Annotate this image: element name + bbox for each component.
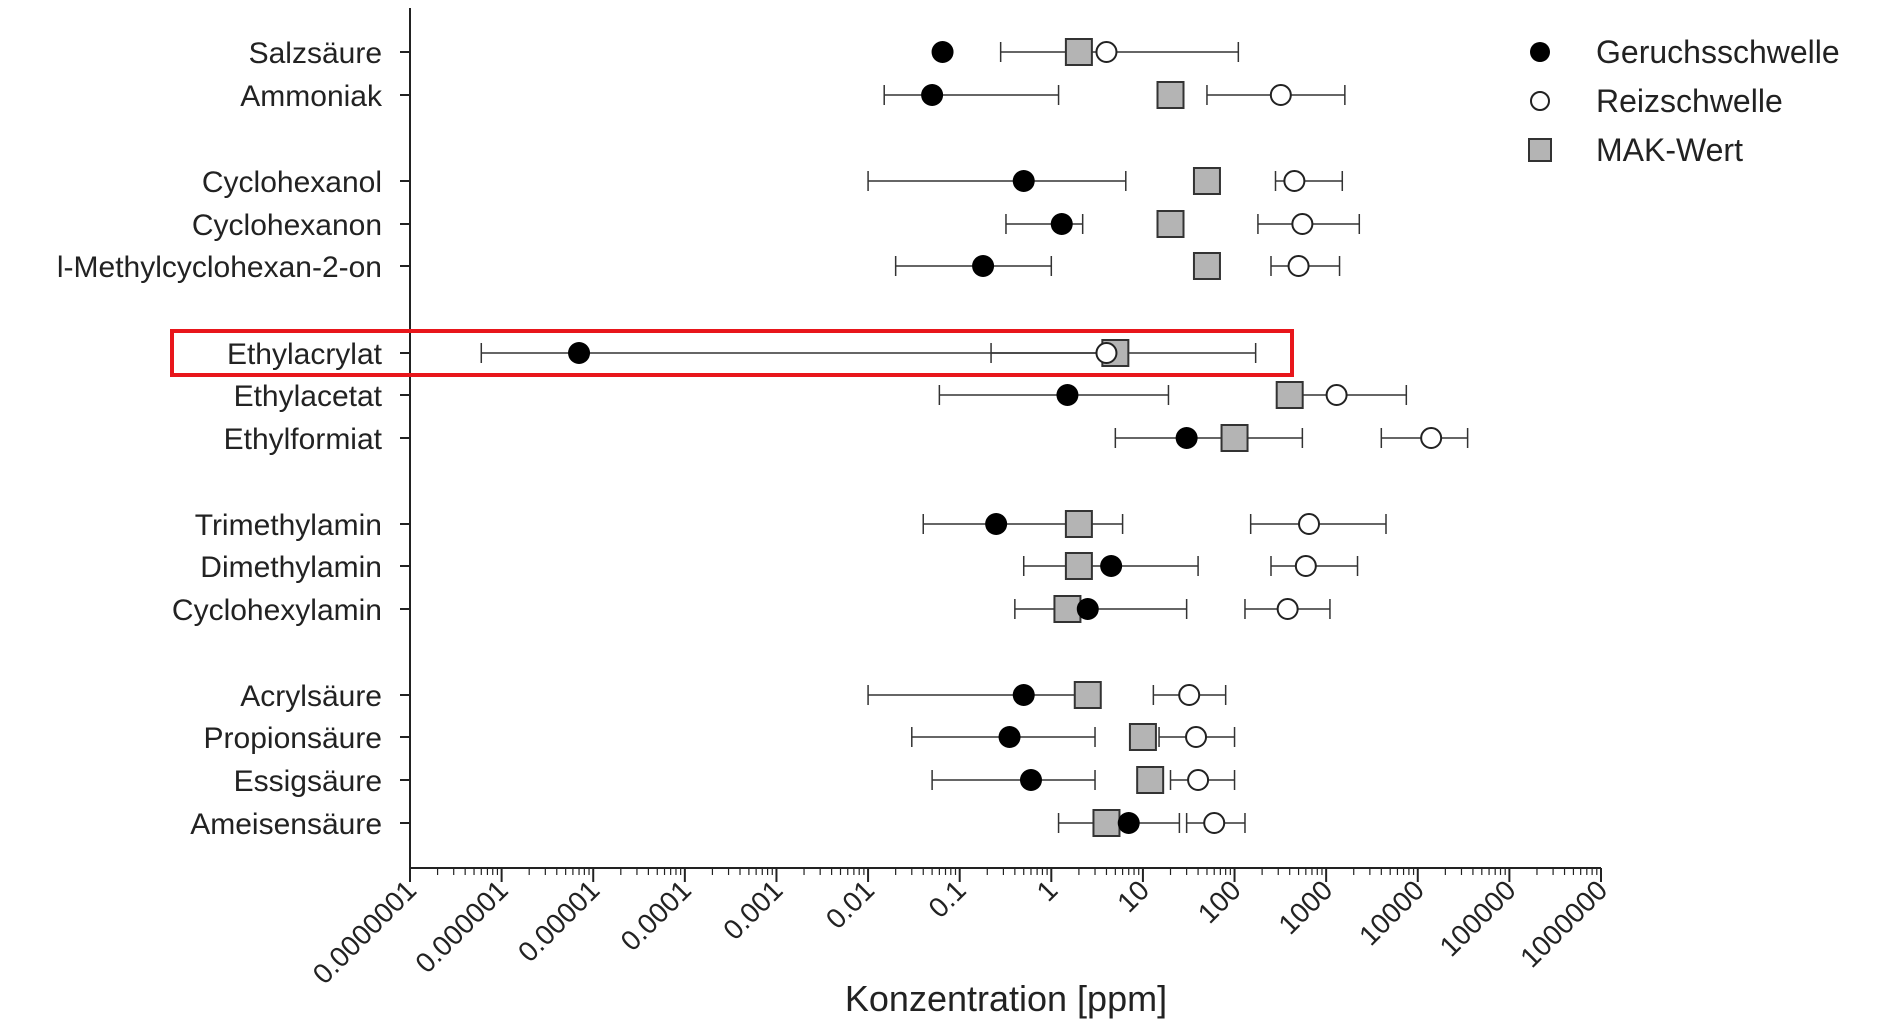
- category-label-cyclohexanol: Cyclohexanol: [202, 166, 382, 199]
- point-reiz-cyclohexylamin: [1276, 598, 1299, 620]
- category-label-trimethylamin: Trimethylamin: [195, 509, 382, 542]
- point-geruch-acrylsaeure: [1012, 684, 1035, 706]
- point-reiz-ameisensaeure: [1203, 812, 1226, 834]
- point-reiz-ethylformiat: [1420, 427, 1443, 449]
- point-reiz-cyclohexanon: [1291, 213, 1314, 235]
- legend-marker-geruchsschwelle: [1530, 42, 1550, 62]
- point-mak-cyclohexanol: [1192, 167, 1221, 195]
- point-geruch-ethylformiat: [1175, 427, 1198, 449]
- category-label-salzsaeure: Salzsäure: [249, 37, 382, 70]
- category-label-dimethylamin: Dimethylamin: [200, 551, 382, 584]
- point-geruch-trimethylamin: [985, 513, 1008, 535]
- point-reiz-ethylacetat: [1325, 384, 1348, 406]
- category-label-cyclohexanon: Cyclohexanon: [192, 209, 382, 242]
- point-geruch-salzsaeure: [931, 41, 954, 63]
- point-geruch-ethylacrylat: [568, 342, 591, 364]
- point-reiz-ethylacrylat: [1095, 342, 1118, 364]
- point-reiz-acrylsaeure: [1178, 684, 1201, 706]
- point-mak-ethylformiat: [1220, 424, 1249, 452]
- point-mak-ethylacetat: [1275, 381, 1304, 409]
- x-tick-label: 0.00001: [512, 874, 605, 967]
- legend-marker-mak-wert: [1528, 138, 1552, 162]
- category-label-essigsaeure: Essigsäure: [234, 765, 382, 798]
- point-geruch-ameisensaeure: [1117, 812, 1140, 834]
- errorbar-layer: [480, 42, 1469, 833]
- x-tick-label: 10000: [1353, 874, 1430, 951]
- point-mak-essigsaeure: [1136, 766, 1165, 794]
- point-reiz-trimethylamin: [1298, 513, 1321, 535]
- point-mak-trimethylamin: [1064, 510, 1093, 538]
- category-label-ameisensaeure: Ameisensäure: [190, 808, 382, 841]
- point-geruch-essigsaeure: [1019, 769, 1042, 791]
- legend-label-mak-wert: MAK-Wert: [1596, 132, 1743, 168]
- point-geruch-ethylacetat: [1056, 384, 1079, 406]
- category-label-cyclohexylamin: Cyclohexylamin: [172, 594, 382, 627]
- x-tick-label: 0.000001: [409, 874, 514, 979]
- category-label-ammoniak: Ammoniak: [240, 80, 383, 113]
- point-mak-l-methylcyclohexan-2-on: [1192, 252, 1221, 280]
- x-tick-label: 0.01: [820, 874, 880, 934]
- x-tick-label: 0.1: [922, 874, 971, 923]
- legend: Geruchsschwelle Reizschwelle MAK-Wert: [1528, 34, 1840, 168]
- point-mak-cyclohexylamin: [1053, 595, 1082, 623]
- point-reiz-salzsaeure: [1095, 41, 1118, 63]
- axis-layer: [400, 8, 1602, 882]
- x-tick-label: 100000: [1434, 874, 1522, 962]
- point-mak-dimethylamin: [1064, 552, 1093, 580]
- point-mak-salzsaeure: [1064, 38, 1093, 66]
- highlight-box: [170, 329, 1294, 377]
- x-tick-label: 0.0001: [615, 874, 697, 956]
- point-mak-cyclohexanon: [1156, 210, 1185, 238]
- point-geruch-cyclohexanol: [1012, 170, 1035, 192]
- category-label-ethylformiat: Ethylformiat: [224, 423, 383, 456]
- point-mak-acrylsaeure: [1073, 681, 1102, 709]
- marker-layer: [568, 38, 1443, 837]
- x-tick-label: 0.0000001: [307, 874, 423, 990]
- category-label-propionsaeure: Propionsäure: [204, 722, 382, 755]
- legend-label-reizschwelle: Reizschwelle: [1596, 83, 1783, 119]
- highlight-layer: [170, 329, 1294, 377]
- point-reiz-essigsaeure: [1187, 769, 1210, 791]
- x-tick-label: 1000000: [1514, 874, 1613, 973]
- category-label-ethylacrylat: Ethylacrylat: [227, 338, 383, 371]
- legend-marker-reizschwelle: [1530, 91, 1550, 111]
- x-tick-label: 10: [1111, 874, 1155, 918]
- category-label-ethylacetat: Ethylacetat: [234, 380, 383, 413]
- category-label-acrylsaeure: Acrylsäure: [240, 680, 382, 713]
- point-reiz-propionsaeure: [1185, 726, 1208, 748]
- legend-label-geruchsschwelle: Geruchsschwelle: [1596, 34, 1840, 70]
- x-tick-label: 1000: [1272, 874, 1338, 940]
- point-geruch-ammoniak: [921, 84, 944, 106]
- point-reiz-l-methylcyclohexan-2-on: [1287, 255, 1310, 277]
- x-tick-label: 1: [1031, 874, 1064, 907]
- point-mak-ameisensaeure: [1092, 809, 1121, 837]
- point-reiz-ammoniak: [1269, 84, 1292, 106]
- x-tick-label: 0.001: [717, 874, 788, 945]
- point-reiz-cyclohexanol: [1283, 170, 1306, 192]
- point-mak-ammoniak: [1156, 81, 1185, 109]
- point-geruch-propionsaeure: [998, 726, 1021, 748]
- point-reiz-dimethylamin: [1294, 555, 1317, 577]
- x-axis-label: Konzentration [ppm]: [845, 978, 1167, 1019]
- category-label-l-methylcyclohexan-2-on: l-Methylcyclohexan-2-on: [57, 251, 382, 284]
- point-geruch-cyclohexylamin: [1076, 598, 1099, 620]
- category-label-layer: Salzsäure Ammoniak Cyclohexanol Cyclohexano…: [57, 37, 383, 841]
- point-geruch-cyclohexanon: [1050, 213, 1073, 235]
- x-tick-label: 100: [1192, 874, 1247, 929]
- point-mak-propionsaeure: [1128, 723, 1157, 751]
- point-geruch-l-methylcyclohexan-2-on: [972, 255, 995, 277]
- point-geruch-dimethylamin: [1100, 555, 1123, 577]
